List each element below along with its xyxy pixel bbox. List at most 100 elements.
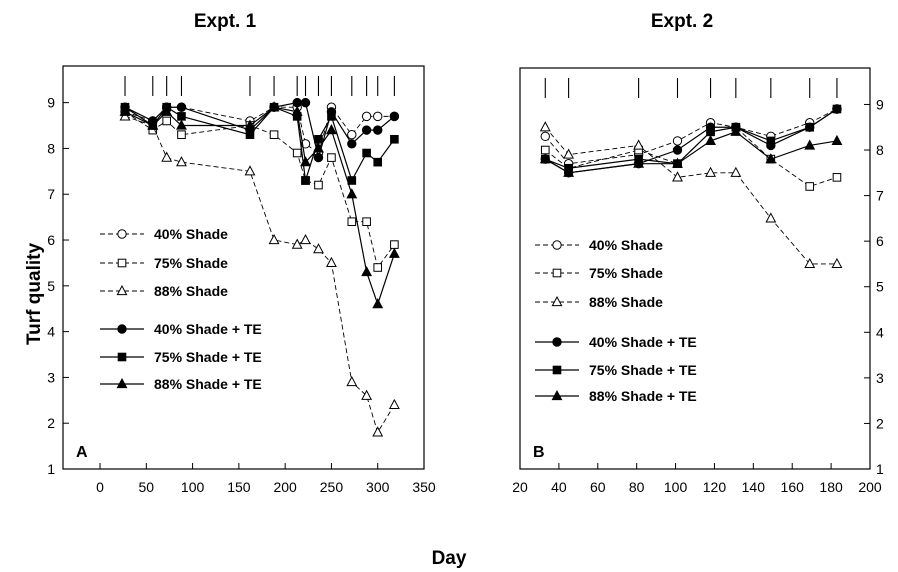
data-point [730,125,742,136]
legend-label: 75% Shade [154,255,228,271]
x-axis-label: Day [432,548,467,569]
data-point [300,156,311,167]
legend: 40% Shade 75% Shade 88% Shade 40% Shade + T… [535,237,697,404]
series-75-shade [120,107,399,272]
data-point [177,130,186,139]
data-point [373,111,383,122]
legend-label: 88% Shade [154,283,228,299]
legend-marker [117,229,127,239]
y-tick-label: 2 [47,415,55,431]
data-point [373,157,383,167]
data-point [176,156,187,167]
x-tick-label: 50 [139,479,155,495]
x-tick-label: 40 [551,479,567,495]
y-tick-label: 4 [47,324,55,340]
data-point [313,243,324,254]
legend-marker [552,365,562,375]
data-point [147,119,159,130]
data-point [705,166,716,177]
legend-label: 40% Shade + TE [154,321,262,337]
panel-b: 20 40 60 80 100 120 140 160 180 200 1 2 3 4 5 6 7 8 9 40% S… [512,67,884,495]
data-point [327,153,336,162]
data-point [563,166,575,177]
data-point [314,134,323,144]
data-point [372,298,384,309]
data-point [161,105,173,116]
data-point [539,153,551,164]
y-tick-label: 5 [876,279,884,295]
legend-marker [117,352,127,362]
plot-frame [62,65,425,470]
data-point [177,112,186,121]
legend-marker [117,324,127,334]
data-point [268,233,280,245]
data-point [831,257,843,269]
data-point [730,166,742,177]
data-point [804,257,816,269]
data-point [362,148,371,158]
series-88-shade-te [539,125,843,177]
data-point [291,238,303,249]
y-tick-label: 1 [876,461,884,477]
legend-marker [116,377,128,389]
data-point [176,119,187,130]
data-point [162,116,171,126]
data-point [540,145,550,155]
data-point [301,176,310,185]
data-point [326,256,337,268]
legend-marker [551,295,563,307]
data-point [313,152,324,163]
series-88-shade [539,121,843,269]
data-point [672,157,683,168]
data-point [361,125,372,135]
y-tick-label: 8 [47,140,55,156]
data-point [388,247,400,258]
x-tick-label: 120 [703,479,727,495]
data-point [244,165,256,176]
data-point [347,129,357,140]
data-point [765,153,777,164]
legend-label: 88% Shade [589,294,663,310]
data-point [244,119,256,130]
series-line [544,108,838,165]
y-tick-label: 5 [47,278,55,294]
data-point [346,375,358,387]
data-point [300,97,311,108]
data-point [361,111,372,122]
legend: 40% Shade 75% Shade 88% Shade 40% Shade + T… [100,226,262,392]
x-tick-label: 60 [590,479,606,495]
legend-label: 88% Shade + TE [154,376,262,392]
data-point [300,233,311,245]
y-tick-label: 6 [47,232,55,248]
data-point [633,157,645,168]
x-tick-label: 250 [320,479,344,495]
x-tick-label: 0 [96,479,104,495]
x-tick-label: 80 [629,479,645,495]
y-tick-label: 9 [47,95,55,111]
x-tick-label: 200 [858,479,882,495]
series-line [545,126,838,187]
y-tick-label: 6 [876,233,884,249]
y-axis-label: Turf quality [24,243,45,345]
panel-letter: A [76,444,88,461]
panel-a: 0 50 100 150 200 250 300 350 1 2 3 4 5 6 7 8 9 40% Shade 7… [47,65,436,495]
data-point [804,139,816,150]
data-point [832,173,842,182]
data-point [805,122,815,132]
data-point [314,180,323,190]
data-point [390,134,399,144]
plot-frame [519,67,871,470]
legend-marker [117,258,127,268]
data-point [313,142,324,153]
data-point [766,136,776,146]
x-tick-label: 180 [819,479,843,495]
legend-marker [551,389,563,401]
data-point [347,139,357,149]
data-point [245,130,255,139]
data-point [176,102,187,112]
data-point [672,145,683,155]
data-point [765,212,777,223]
series-40-shade [540,104,842,169]
data-point [161,151,173,162]
